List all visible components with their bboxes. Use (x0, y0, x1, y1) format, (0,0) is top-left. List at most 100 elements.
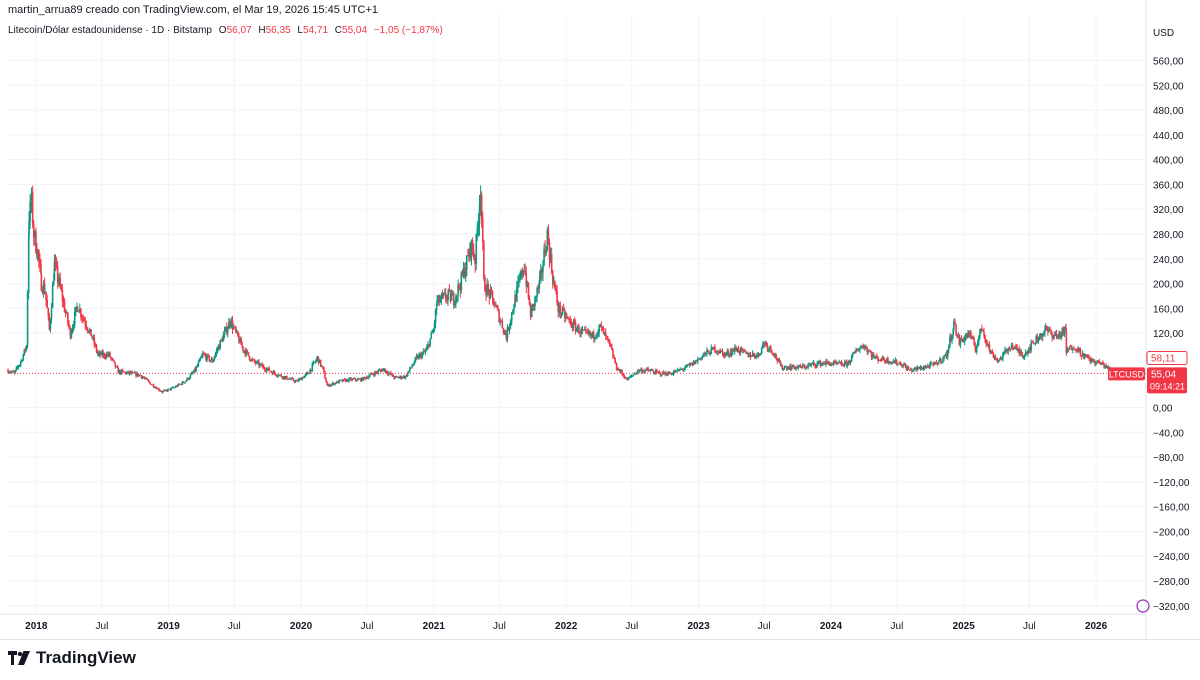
currency-label: USD (1153, 28, 1174, 39)
candle-body (471, 240, 474, 251)
candle-body (13, 372, 15, 374)
candle-body (973, 339, 976, 346)
candle-body (1098, 361, 1101, 363)
candle-body (1003, 353, 1005, 354)
candle-body (917, 366, 920, 369)
candle-body (914, 367, 916, 369)
candle-body (639, 370, 641, 372)
candle-body (215, 350, 218, 354)
candle-body (1044, 329, 1046, 333)
candle-body (23, 349, 26, 355)
candle-body (394, 376, 397, 378)
candle-body (198, 358, 201, 363)
candle-body (112, 358, 114, 361)
candle-body (703, 352, 706, 355)
candle-body (681, 369, 683, 370)
candle-body (171, 387, 174, 389)
candle-body (548, 242, 551, 261)
candle-body (789, 365, 791, 370)
candle-body (809, 364, 812, 366)
candle-body (806, 367, 808, 368)
candle-body (995, 358, 998, 360)
candle-body (199, 357, 202, 359)
candle-body (989, 350, 991, 354)
candle-body (266, 368, 268, 371)
candle-body (790, 367, 793, 370)
candle-body (280, 374, 282, 377)
candle-body (550, 254, 553, 272)
candle-body (783, 366, 786, 369)
candle-body (49, 319, 52, 330)
candle-body (428, 344, 430, 347)
candle-body (608, 340, 611, 344)
candle-body (376, 372, 379, 374)
candle-body (1053, 335, 1056, 336)
candle-body (546, 229, 549, 252)
candle-body (921, 368, 924, 370)
time-axis-label: Jul (891, 621, 904, 632)
candle-body (300, 378, 302, 381)
candle-body (747, 352, 750, 357)
candle-body (991, 351, 994, 354)
candle-body (505, 334, 508, 340)
candle-body (652, 371, 655, 373)
reference-price-box (1146, 350, 1188, 365)
candle-body (512, 310, 514, 313)
candle-body (883, 360, 886, 362)
candle-body (41, 290, 44, 293)
candle-body (149, 382, 151, 385)
candle-body (17, 366, 20, 368)
candle-body (814, 363, 816, 367)
candle-body (768, 346, 771, 349)
candle-body (503, 330, 506, 333)
candle-body (355, 380, 358, 381)
candle-body (998, 359, 1001, 361)
candle-body (316, 356, 319, 359)
candle-body (34, 231, 36, 238)
candle-body (184, 381, 186, 383)
candle-body (291, 378, 294, 380)
candle-body (1041, 333, 1044, 338)
candle-body (946, 349, 949, 358)
candle-body (584, 329, 587, 331)
candle-body (407, 370, 410, 373)
candle-body (122, 371, 125, 373)
tradingview-brand[interactable]: TradingView (8, 648, 136, 668)
candle-body (860, 346, 862, 348)
candle-body (207, 354, 210, 356)
candle-body (729, 351, 732, 355)
candle-body (62, 300, 65, 302)
candle-body (440, 294, 443, 300)
candle-body (1023, 354, 1026, 357)
candle-body (764, 342, 767, 345)
price-tick-label: 520,00 (1153, 81, 1184, 92)
candle-body (28, 221, 30, 238)
candle-body (421, 353, 423, 358)
axis-settings-icon[interactable] (1136, 599, 1150, 613)
candle-body (797, 366, 800, 369)
candle-body (993, 357, 996, 359)
candle-body (899, 362, 901, 364)
candle-body (164, 390, 167, 391)
candle-body (238, 336, 240, 343)
current-price-box (1147, 367, 1187, 394)
candle-body (356, 378, 359, 381)
candle-body (228, 321, 230, 329)
candle-body (801, 365, 804, 369)
candle-body (404, 375, 407, 379)
candle-body (877, 357, 879, 361)
candle-body (854, 351, 856, 353)
time-axis-label: Jul (228, 621, 241, 632)
candle-body (116, 366, 119, 369)
candle-body (620, 370, 622, 372)
candle-body (61, 290, 64, 301)
candle-body (26, 292, 29, 346)
chart-area[interactable]: 560,00 520,00 480,00 440,00 400,00 360,00 320,… (0, 0, 1200, 640)
candle-body (68, 322, 70, 327)
candle-body (373, 374, 375, 376)
candle-body (532, 303, 534, 308)
price-chart[interactable]: 560,00 520,00 480,00 440,00 400,00 360,00 320,… (0, 0, 1200, 640)
candle-body (1045, 326, 1048, 330)
candle-body (403, 376, 406, 379)
candle-body (969, 332, 971, 336)
